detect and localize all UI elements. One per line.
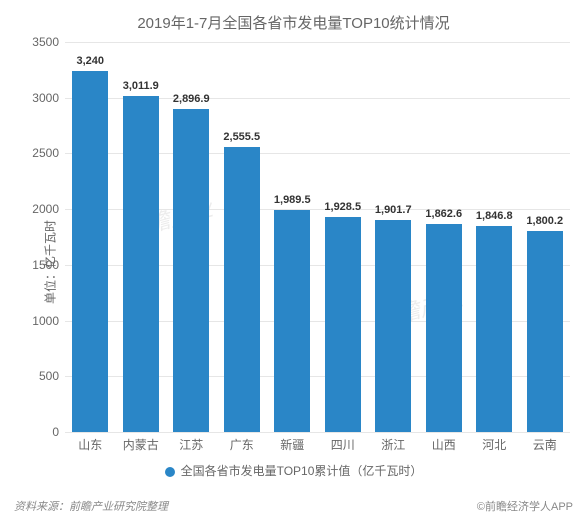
bar-value-label: 1,846.8 xyxy=(476,210,513,222)
chart-container: 2019年1-7月全国各省市发电量TOP10统计情况 单位：亿千瓦时 前瞻产业 … xyxy=(0,0,587,524)
bar-value-label: 1,928.5 xyxy=(324,201,361,213)
bar xyxy=(527,231,563,432)
y-tick-label: 500 xyxy=(9,369,59,383)
y-tick-label: 0 xyxy=(9,425,59,439)
bars-group: 3,240 3,011.9 2,896.9 2,555.5 1,989.5 1,928.5… xyxy=(65,42,570,432)
y-tick-label: 3500 xyxy=(9,35,59,49)
bar-value-label: 1,862.6 xyxy=(425,208,462,220)
y-tick-label: 1000 xyxy=(9,314,59,328)
bar-value-label: 1,989.5 xyxy=(274,194,311,206)
bar xyxy=(72,71,108,432)
x-tick-label: 河北 xyxy=(482,436,506,453)
bar-value-label: 2,896.9 xyxy=(173,93,210,105)
brand-text: ©前瞻经济学人APP xyxy=(477,498,573,514)
bar xyxy=(325,217,361,432)
bar xyxy=(123,96,159,432)
y-tick-label: 2000 xyxy=(9,202,59,216)
bar-group: 1,862.6 xyxy=(419,42,470,432)
bar xyxy=(375,220,411,432)
bar-group: 1,928.5 xyxy=(318,42,369,432)
bar-group: 1,800.2 xyxy=(520,42,571,432)
chart-title: 2019年1-7月全国各省市发电量TOP10统计情况 xyxy=(0,0,587,41)
bar-value-label: 1,800.2 xyxy=(526,215,563,227)
legend-marker-icon xyxy=(165,467,175,477)
x-tick-label: 广东 xyxy=(230,436,254,453)
legend-label: 全国各省市发电量TOP10累计值（亿千瓦时） xyxy=(181,464,423,478)
x-tick-label: 云南 xyxy=(533,436,557,453)
bar xyxy=(173,109,209,432)
y-tick-label: 2500 xyxy=(9,146,59,160)
y-tick-label: 3000 xyxy=(9,91,59,105)
bar xyxy=(224,147,260,432)
bar-value-label: 3,011.9 xyxy=(123,80,159,92)
grid-line xyxy=(65,432,570,433)
bar xyxy=(426,224,462,432)
bar-group: 3,011.9 xyxy=(116,42,167,432)
x-tick-label: 新疆 xyxy=(280,436,304,453)
y-tick-label: 1500 xyxy=(9,258,59,272)
bar-group: 1,989.5 xyxy=(267,42,318,432)
bar-group: 2,896.9 xyxy=(166,42,217,432)
x-tick-label: 江苏 xyxy=(179,436,203,453)
x-tick-label: 山东 xyxy=(78,436,102,453)
bar-group: 1,846.8 xyxy=(469,42,520,432)
bar xyxy=(274,210,310,432)
bar-value-label: 3,240 xyxy=(76,55,104,67)
x-tick-label: 内蒙古 xyxy=(123,436,159,453)
x-tick-label: 四川 xyxy=(331,436,355,453)
bar-group: 3,240 xyxy=(65,42,116,432)
bar xyxy=(476,226,512,432)
footer: 资料来源：前瞻产业研究院整理 ©前瞻经济学人APP xyxy=(14,498,573,514)
x-tick-label: 山西 xyxy=(432,436,456,453)
bar-group: 1,901.7 xyxy=(368,42,419,432)
bar-value-label: 2,555.5 xyxy=(223,131,260,143)
legend: 全国各省市发电量TOP10累计值（亿千瓦时） xyxy=(0,462,587,479)
bar-group: 2,555.5 xyxy=(217,42,268,432)
plot-area: 前瞻产业 前瞻产业 3,2403,011.92,896.92,555.51,98… xyxy=(65,42,570,432)
x-tick-label: 浙江 xyxy=(381,436,405,453)
source-text: 资料来源：前瞻产业研究院整理 xyxy=(14,498,168,514)
bar-value-label: 1,901.7 xyxy=(375,204,412,216)
